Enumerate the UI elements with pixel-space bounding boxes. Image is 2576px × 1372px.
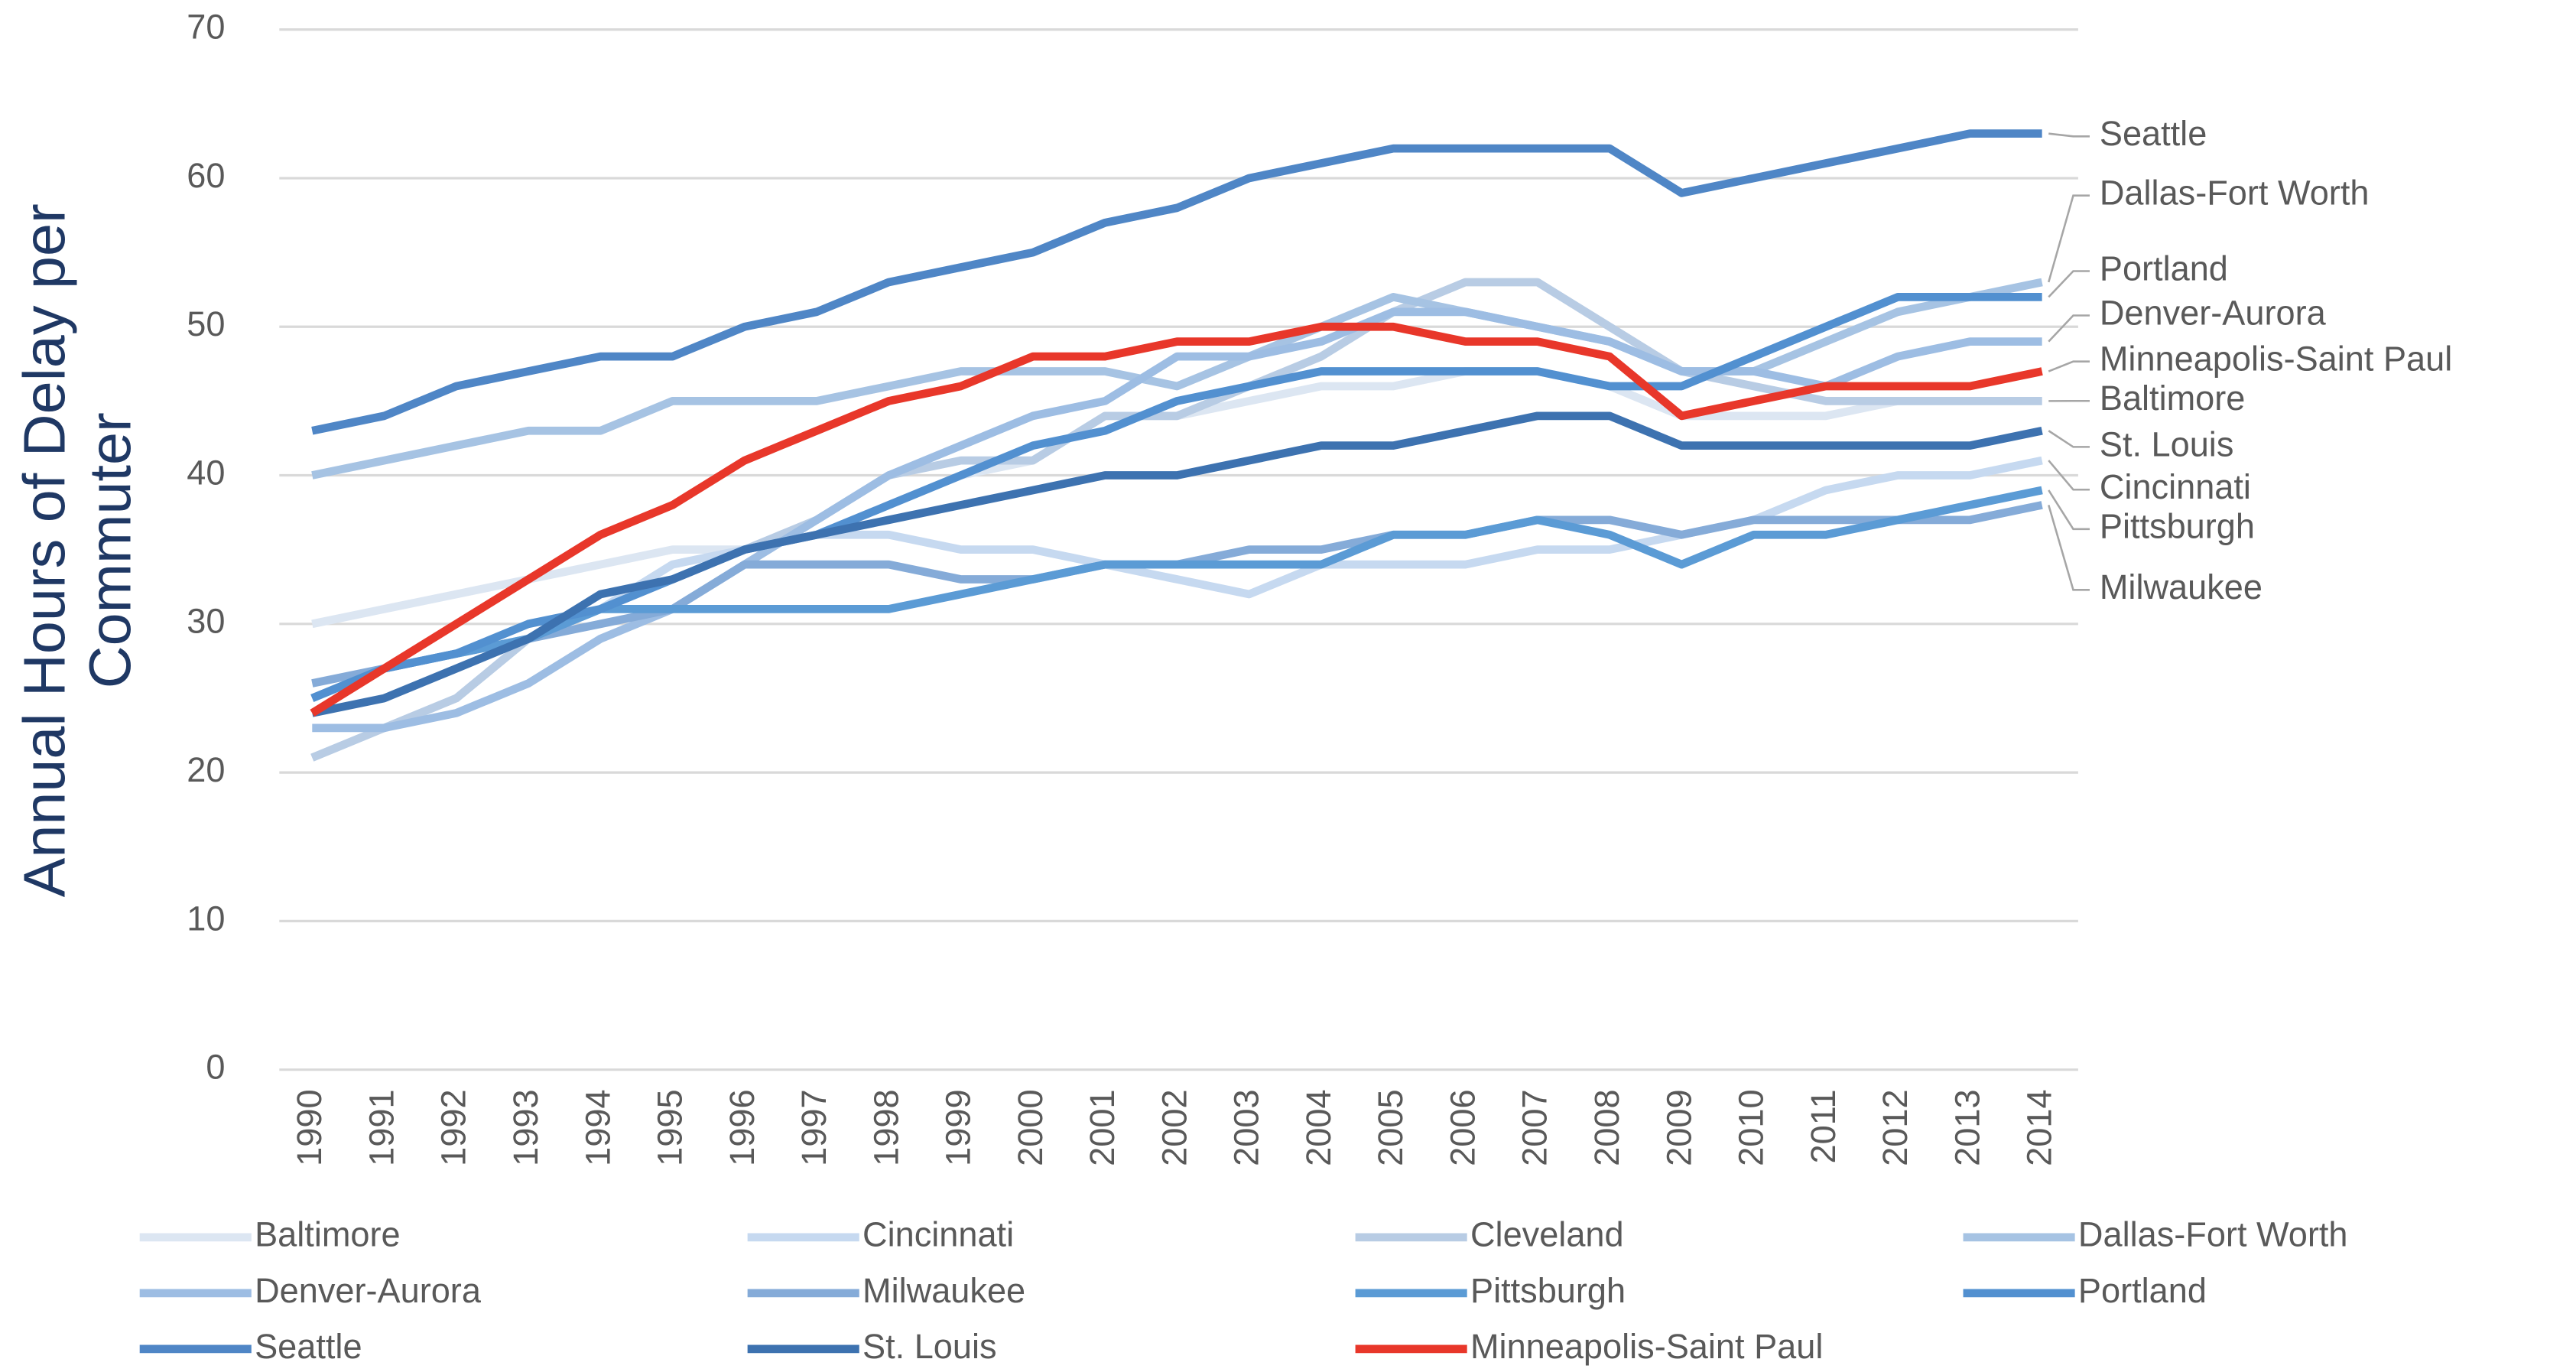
x-tick-label: 1992 bbox=[434, 1089, 473, 1166]
legend-label: Milwaukee bbox=[862, 1271, 1025, 1310]
leader-line bbox=[2048, 132, 2090, 138]
x-tick-label: 2010 bbox=[1732, 1089, 1771, 1166]
legend-label: Denver-Aurora bbox=[255, 1271, 482, 1310]
leader-line bbox=[2048, 360, 2090, 372]
y-tick-label: 10 bbox=[187, 899, 225, 938]
x-tick-label: 2012 bbox=[1876, 1089, 1915, 1166]
end-label: Dallas-Fort Worth bbox=[2100, 174, 2370, 213]
legend-label: Seattle bbox=[255, 1327, 362, 1366]
legend-label: Cincinnati bbox=[862, 1215, 1014, 1254]
legend-label: St. Louis bbox=[862, 1327, 997, 1366]
x-tick-label: 2002 bbox=[1155, 1089, 1194, 1166]
y-tick-label: 30 bbox=[187, 602, 225, 641]
x-tick-label: 1997 bbox=[794, 1089, 833, 1166]
x-tick-label: 2009 bbox=[1659, 1089, 1698, 1166]
leader-line bbox=[2048, 194, 2090, 283]
series-line bbox=[311, 411, 2043, 717]
end-label: Baltimore bbox=[2100, 379, 2246, 418]
x-tick-label: 1998 bbox=[866, 1089, 905, 1166]
end-label: Pittsburgh bbox=[2100, 507, 2255, 546]
x-tick-label: 1993 bbox=[506, 1089, 545, 1166]
x-tick-label: 2001 bbox=[1083, 1089, 1122, 1166]
x-tick-label: 1990 bbox=[290, 1089, 329, 1166]
x-tick-label: 1996 bbox=[723, 1089, 762, 1166]
x-tick-label: 2007 bbox=[1515, 1089, 1554, 1166]
series-line bbox=[310, 322, 2043, 717]
leader-line bbox=[2048, 430, 2090, 448]
legend-label: Dallas-Fort Worth bbox=[2078, 1215, 2348, 1254]
series-line bbox=[311, 367, 2042, 629]
y-tick-label: 40 bbox=[187, 453, 225, 492]
y-tick-label: 0 bbox=[206, 1048, 225, 1087]
y-tick-label: 20 bbox=[187, 750, 225, 789]
x-tick-label: 2014 bbox=[2020, 1089, 2059, 1166]
series-line bbox=[310, 293, 2042, 702]
y-axis-title: Annual Hours of Delay perCommuter bbox=[12, 203, 144, 897]
end-label: Milwaukee bbox=[2100, 567, 2263, 606]
legend-label: Minneapolis-Saint Paul bbox=[1470, 1327, 1823, 1366]
x-tick-label: 1995 bbox=[651, 1089, 690, 1166]
end-label: St. Louis bbox=[2100, 424, 2234, 463]
end-label: Minneapolis-Saint Paul bbox=[2100, 340, 2452, 379]
leader-line bbox=[2048, 505, 2090, 591]
legend-label: Pittsburgh bbox=[1470, 1271, 1626, 1310]
x-tick-label: 2005 bbox=[1371, 1089, 1410, 1166]
x-tick-label: 1994 bbox=[578, 1089, 617, 1166]
leader-line bbox=[2048, 460, 2090, 491]
leader-line bbox=[2048, 489, 2090, 531]
x-tick-label: 2004 bbox=[1299, 1089, 1338, 1166]
legend-label: Portland bbox=[2078, 1271, 2207, 1310]
y-tick-label: 50 bbox=[187, 304, 225, 343]
leader-line bbox=[2048, 314, 2090, 343]
leader-line bbox=[2048, 270, 2090, 298]
end-label: Denver-Aurora bbox=[2100, 293, 2327, 332]
y-tick-label: 60 bbox=[187, 156, 225, 195]
x-tick-label: 2013 bbox=[1947, 1089, 1986, 1166]
x-tick-label: 1991 bbox=[362, 1089, 401, 1166]
x-tick-label: 2003 bbox=[1227, 1089, 1266, 1166]
end-label: Cincinnati bbox=[2100, 467, 2251, 506]
series-line bbox=[311, 129, 2042, 435]
y-tick-label: 70 bbox=[187, 8, 225, 47]
x-tick-label: 2011 bbox=[1804, 1089, 1843, 1163]
x-tick-label: 2008 bbox=[1587, 1089, 1626, 1166]
end-label: Seattle bbox=[2100, 114, 2207, 153]
end-label: Portland bbox=[2100, 249, 2228, 288]
legend-label: Cleveland bbox=[1470, 1215, 1624, 1254]
x-tick-label: 2006 bbox=[1443, 1089, 1482, 1166]
series-line bbox=[312, 307, 2042, 733]
x-tick-label: 2000 bbox=[1011, 1089, 1050, 1166]
x-tick-label: 1999 bbox=[939, 1089, 978, 1166]
legend-label: Baltimore bbox=[255, 1215, 401, 1254]
